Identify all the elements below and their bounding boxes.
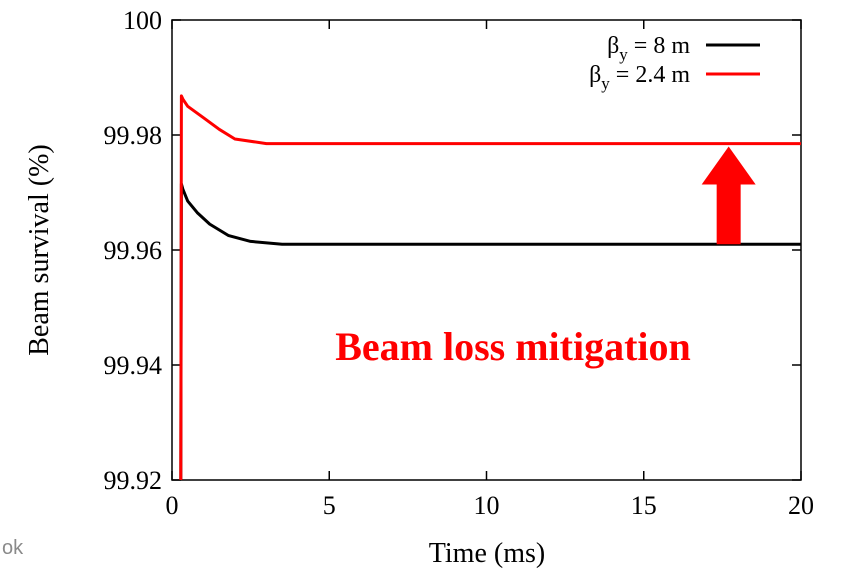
y-axis-label: Beam survival (%) [24,144,55,356]
mitigation-arrow [701,146,756,245]
y-axis-ticks: 99.92 99.94 99.96 99.98 100 [104,6,801,495]
y-tick-label: 99.94 [104,351,163,380]
arrow-shaft [716,184,741,245]
series-line-1 [179,182,801,481]
y-tick-label: 100 [123,6,162,35]
legend-label-series-1: βy = 8 m [607,33,690,64]
x-tick-label: 0 [166,491,179,520]
annotation-text: Beam loss mitigation [335,324,691,369]
x-tick-label: 15 [631,491,657,520]
legend: βy = 8 m βy = 2.4 m [589,33,760,93]
series-line-2 [179,94,801,481]
x-axis-ticks: 0 5 10 15 20 [166,20,814,520]
x-tick-label: 5 [323,491,336,520]
corner-fragment-text: ok [2,537,24,559]
x-tick-label: 20 [788,491,814,520]
legend-label-series-2: βy = 2.4 m [589,62,690,93]
x-axis-label: Time (ms) [429,538,545,569]
plot-frame [171,19,802,481]
series-layer [179,94,801,481]
x-tick-label: 10 [474,491,500,520]
arrow-head [701,146,756,185]
y-tick-label: 99.92 [104,466,163,495]
y-tick-label: 99.98 [104,121,163,150]
y-tick-label: 99.96 [104,236,163,265]
